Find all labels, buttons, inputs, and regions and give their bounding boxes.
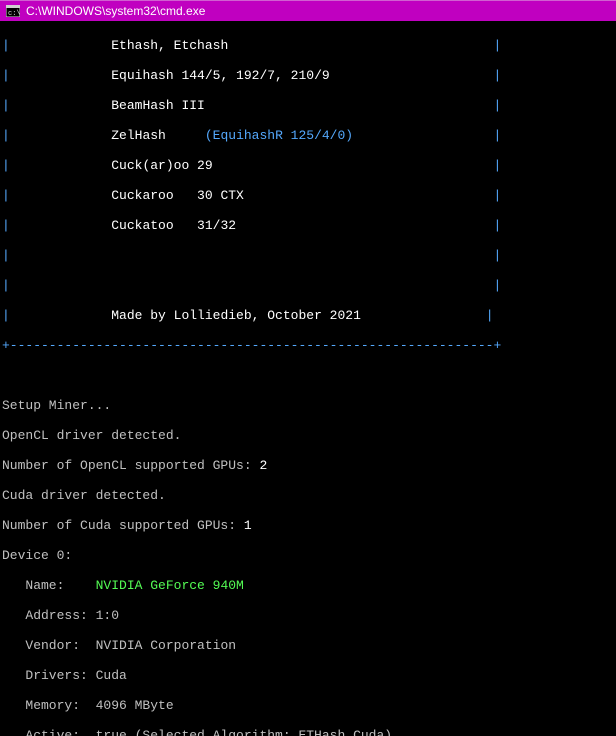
terminal-output: | Ethash, Etchash | | Equihash 144/5, 19…: [0, 21, 616, 736]
device-active: Active: true (Selected Algorithm: ETHash…: [2, 728, 614, 736]
banner-line: | Cuckatoo 31/32 |: [2, 218, 614, 233]
window-title: C:\WINDOWS\system32\cmd.exe: [26, 4, 205, 18]
banner-line: | Cuck(ar)oo 29 |: [2, 158, 614, 173]
setup-line: OpenCL driver detected.: [2, 428, 614, 443]
cmd-icon: c:\: [4, 2, 22, 20]
banner-separator: +---------------------------------------…: [2, 338, 614, 353]
setup-line: Cuda driver detected.: [2, 488, 614, 503]
setup-line: Number of OpenCL supported GPUs: 2: [2, 458, 614, 473]
banner-line: | Equihash 144/5, 192/7, 210/9 |: [2, 68, 614, 83]
banner-line: | Ethash, Etchash |: [2, 38, 614, 53]
blank-line: [2, 368, 614, 383]
device-vendor: Vendor: NVIDIA Corporation: [2, 638, 614, 653]
window-titlebar[interactable]: c:\ C:\WINDOWS\system32\cmd.exe: [0, 0, 616, 21]
banner-line: | Cuckaroo 30 CTX |: [2, 188, 614, 203]
setup-line: Number of Cuda supported GPUs: 1: [2, 518, 614, 533]
banner-line: | |: [2, 248, 614, 263]
device-drivers: Drivers: Cuda: [2, 668, 614, 683]
banner-line: | BeamHash III |: [2, 98, 614, 113]
device-header: Device 0:: [2, 548, 614, 563]
banner-line: | |: [2, 278, 614, 293]
device-memory: Memory: 4096 MByte: [2, 698, 614, 713]
banner-line: | ZelHash (EquihashR 125/4/0) |: [2, 128, 614, 143]
setup-line: Setup Miner...: [2, 398, 614, 413]
banner-credit: | Made by Lolliedieb, October 2021 |: [2, 308, 614, 323]
device-name: Name: NVIDIA GeForce 940M: [2, 578, 614, 593]
device-address: Address: 1:0: [2, 608, 614, 623]
svg-text:c:\: c:\: [8, 10, 20, 17]
